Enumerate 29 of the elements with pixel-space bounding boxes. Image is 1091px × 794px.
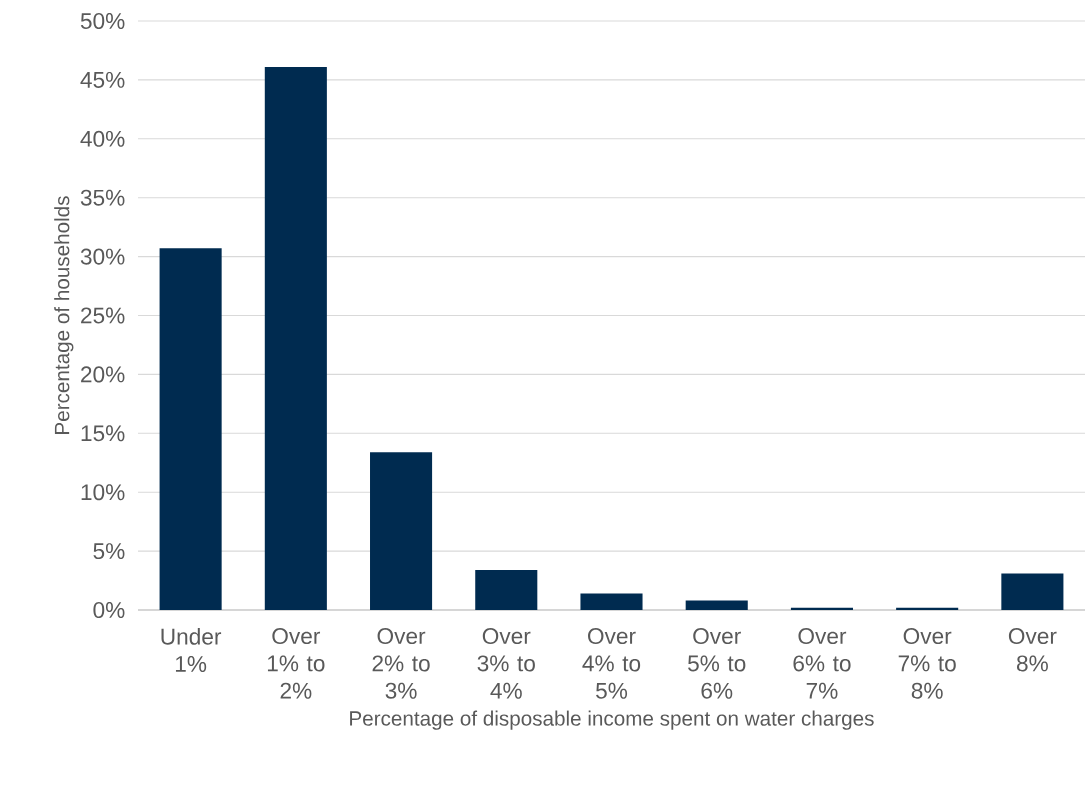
x-tick-label: Over 2% to 3% [372, 628, 430, 699]
y-tick-label: 45% [80, 71, 125, 88]
y-tick-label: 10% [81, 484, 125, 501]
x-tick-label: Over 3% to 4% [477, 628, 535, 699]
x-tick-label: Over 1% to 2% [267, 628, 325, 699]
x-tick-label: Under 1% [161, 628, 222, 672]
bar [159, 248, 222, 610]
bar [370, 452, 433, 610]
y-tick-label: 40% [80, 130, 125, 147]
x-tick-label: Over 5% to 6% [688, 628, 746, 699]
bar [475, 569, 538, 610]
x-tick-label: Over 8% [1008, 628, 1057, 672]
y-tick-label: 35% [80, 189, 125, 206]
bar [1001, 573, 1064, 610]
x-tick-label: Over 6% to 7% [793, 628, 851, 699]
bar [264, 66, 327, 610]
x-tick-label: Over 7% to 8% [898, 628, 956, 699]
x-tick-label: Over 4% to 5% [582, 628, 641, 699]
x-axis-title: Percentage of disposable income spent on water charges [350, 710, 874, 730]
bar [580, 593, 643, 610]
y-tick-label: 5% [93, 543, 125, 560]
y-axis-title: Percentage of households [54, 196, 74, 434]
y-tick-label: 25% [81, 307, 125, 324]
y-tick-label: 15% [81, 425, 125, 442]
bar [685, 600, 748, 610]
y-tick-label: 30% [80, 248, 125, 265]
y-tick-label: 20% [81, 366, 125, 383]
y-tick-label: 50% [80, 12, 125, 30]
y-tick-label: 0% [93, 601, 125, 619]
